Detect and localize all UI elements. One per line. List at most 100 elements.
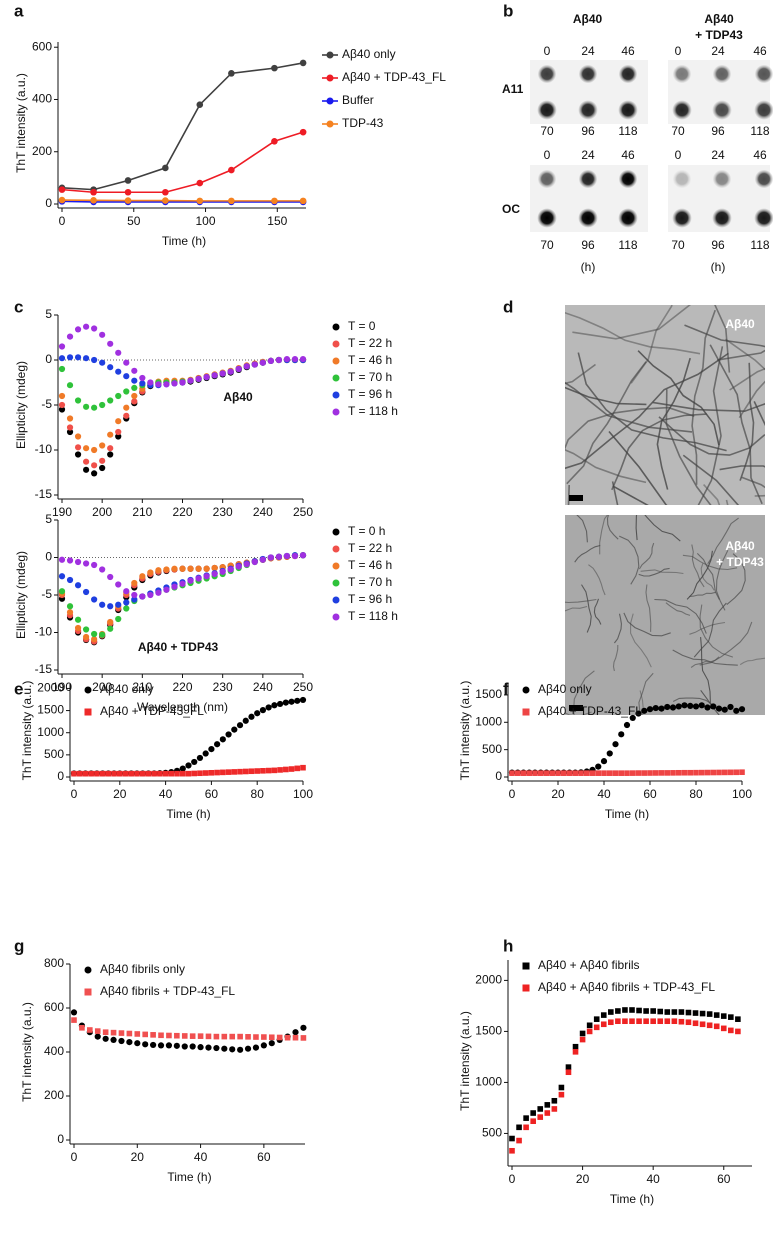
x-tick-label: 0: [71, 787, 78, 801]
data-point: [147, 569, 154, 576]
fibril: [599, 515, 615, 555]
fibril: [738, 305, 765, 419]
data-point: [236, 722, 244, 729]
data-point: [150, 1041, 157, 1049]
data-point: [99, 359, 106, 366]
x-tick-label: 220: [172, 680, 192, 694]
y-tick-label: 0: [45, 352, 52, 366]
data-point: [635, 770, 642, 776]
panel-label: a: [14, 1, 24, 20]
y-axis-label: Ellipticity (mdeg): [14, 551, 28, 639]
data-point: [299, 356, 307, 363]
data-point: [91, 596, 98, 603]
blot-time: 46: [753, 44, 767, 58]
blot-dot: [673, 170, 691, 188]
data-point: [635, 710, 642, 717]
data-point: [532, 770, 538, 776]
y-tick-label: 1500: [475, 1024, 502, 1038]
data-point: [124, 188, 132, 196]
blot-time: 96: [711, 124, 725, 138]
fibril: [719, 465, 765, 487]
data-point: [94, 1028, 101, 1034]
blot-dot: [538, 65, 556, 83]
data-point: [179, 765, 186, 772]
data-point: [606, 750, 613, 757]
blot-row-label: OC: [502, 202, 520, 216]
blot-dot: [619, 65, 637, 83]
legend-marker: [332, 579, 340, 587]
data-point: [687, 769, 694, 776]
blot-unit: (h): [711, 260, 726, 274]
data-point: [579, 1030, 586, 1037]
data-point: [90, 197, 97, 204]
fibril: [593, 598, 602, 625]
data-point: [221, 1045, 228, 1052]
data-point: [228, 166, 235, 174]
fibril: [638, 567, 670, 577]
data-point: [115, 433, 122, 440]
data-point: [675, 769, 682, 776]
blot-time: 70: [671, 238, 685, 252]
data-point: [99, 442, 106, 449]
data-point: [300, 1035, 307, 1041]
data-point: [268, 1034, 275, 1041]
data-point: [66, 576, 74, 584]
fibril: [608, 430, 740, 505]
data-point: [271, 767, 278, 774]
legend-marker: [522, 984, 530, 992]
x-axis-label: Time (h): [162, 234, 206, 248]
x-axis-label: Wavelength (nm): [137, 700, 228, 714]
data-point: [155, 589, 162, 596]
data-point: [214, 769, 220, 776]
data-point: [58, 556, 66, 563]
blot-dot: [755, 65, 773, 83]
data-point: [196, 754, 204, 762]
data-point: [704, 704, 711, 711]
legend-marker: [332, 528, 340, 536]
data-point: [622, 1018, 628, 1025]
y-tick-label: 200: [32, 144, 52, 158]
fibril: [700, 563, 715, 591]
data-point: [115, 368, 122, 375]
data-point: [509, 770, 515, 776]
data-point: [721, 769, 728, 776]
data-point: [237, 1046, 244, 1053]
data-point: [292, 1034, 299, 1041]
data-point: [685, 1009, 692, 1016]
data-point: [664, 770, 671, 776]
data-point: [110, 1036, 117, 1043]
data-point: [91, 356, 98, 364]
data-point: [174, 770, 180, 777]
fibril: [691, 544, 705, 588]
blot-dot: [673, 65, 691, 83]
y-tick-label: -15: [35, 662, 53, 676]
data-point: [283, 766, 289, 773]
series-line: [61, 199, 304, 202]
data-point: [139, 374, 146, 382]
fibril: [717, 305, 765, 361]
blot-dot: [619, 170, 637, 188]
data-point: [99, 464, 106, 472]
data-point: [118, 1037, 125, 1045]
data-point: [558, 1084, 565, 1091]
data-point: [600, 758, 608, 765]
micrograph: [565, 305, 765, 505]
data-point: [544, 1110, 551, 1116]
x-tick-label: 240: [253, 505, 273, 519]
x-axis-label: Time (h): [167, 1170, 211, 1184]
data-point: [74, 558, 82, 566]
data-point: [618, 731, 625, 738]
fibril: [699, 621, 753, 666]
blot-time: 96: [711, 238, 725, 252]
data-point: [196, 197, 204, 205]
data-point: [657, 1018, 664, 1025]
fibril: [631, 346, 724, 505]
data-point: [294, 697, 301, 704]
data-point: [197, 1044, 204, 1051]
fibril: [613, 613, 622, 644]
data-point: [66, 382, 74, 389]
data-point: [698, 769, 705, 776]
data-point: [99, 631, 106, 638]
data-point: [91, 446, 98, 454]
data-point: [124, 197, 132, 204]
